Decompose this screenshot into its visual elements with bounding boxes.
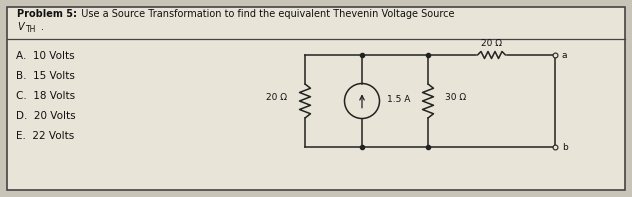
FancyBboxPatch shape — [7, 7, 625, 190]
Text: TH: TH — [26, 25, 37, 34]
Text: D.  20 Volts: D. 20 Volts — [16, 111, 76, 121]
Text: 20 Ω: 20 Ω — [481, 40, 502, 48]
Text: A.  10 Volts: A. 10 Volts — [16, 51, 75, 61]
Text: 1.5 A: 1.5 A — [387, 95, 411, 103]
Text: Problem 5:: Problem 5: — [17, 9, 77, 19]
Text: 20 Ω: 20 Ω — [267, 93, 288, 101]
Text: .: . — [41, 22, 44, 32]
Text: 30 Ω: 30 Ω — [446, 93, 466, 101]
Text: b: b — [562, 142, 568, 151]
Text: a: a — [562, 50, 568, 59]
Text: E.  22 Volts: E. 22 Volts — [16, 131, 74, 141]
Text: Use a Source Transformation to find the equivalent Thevenin Voltage Source: Use a Source Transformation to find the … — [75, 9, 454, 19]
Text: B.  15 Volts: B. 15 Volts — [16, 71, 75, 81]
Text: V: V — [17, 22, 23, 32]
Text: C.  18 Volts: C. 18 Volts — [16, 91, 75, 101]
